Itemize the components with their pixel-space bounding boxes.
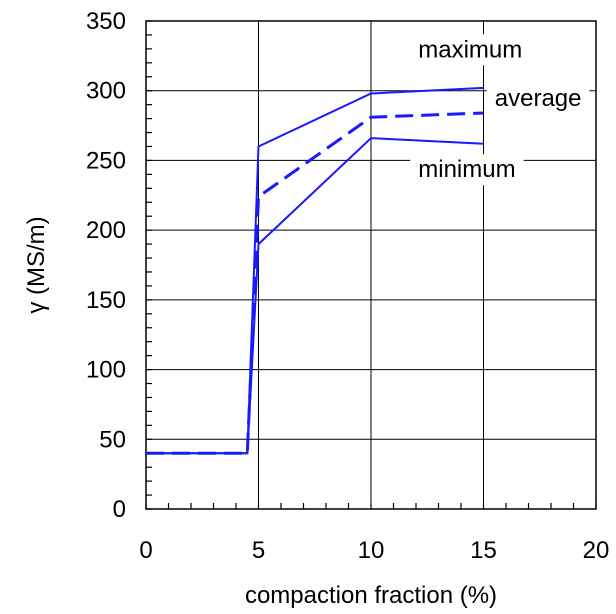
y-axis-title: γ (MS/m)	[23, 216, 50, 313]
y-tick-label: 50	[99, 426, 126, 453]
y-tick-label: 300	[86, 78, 126, 105]
y-tick-label: 200	[86, 217, 126, 244]
annotation-background	[410, 34, 531, 66]
y-tick-label: 250	[86, 147, 126, 174]
x-tick-labels: 0 5 10 15 20	[139, 537, 609, 564]
y-tick-label: 350	[86, 8, 126, 35]
y-tick-labels: 0 50 100 150 200 250 300 350	[86, 8, 126, 523]
y-tick-label: 0	[113, 496, 126, 523]
annotation-average: average	[495, 85, 582, 112]
series-line-minimum	[146, 137, 484, 455]
annotation-minimum: minimum	[418, 156, 515, 183]
series-lines	[146, 86, 484, 455]
x-tick-label: 15	[470, 537, 497, 564]
series-line-maximum	[146, 86, 484, 455]
grid-lines	[146, 21, 596, 509]
x-tick-label: 5	[252, 537, 265, 564]
y-tick-label: 100	[86, 357, 126, 384]
x-tick-label: 10	[358, 537, 385, 564]
x-axis-title: compaction fraction (%)	[245, 582, 497, 609]
y-tick-label: 150	[86, 287, 126, 314]
annotation-background	[486, 83, 590, 115]
annotation-maximum: maximum	[418, 36, 522, 63]
plot-frame	[145, 20, 597, 510]
x-tick-label: 20	[583, 537, 610, 564]
annotations: maximum average minimum	[410, 34, 590, 186]
x-tick-label: 0	[139, 537, 152, 564]
annotation-background	[410, 154, 524, 186]
